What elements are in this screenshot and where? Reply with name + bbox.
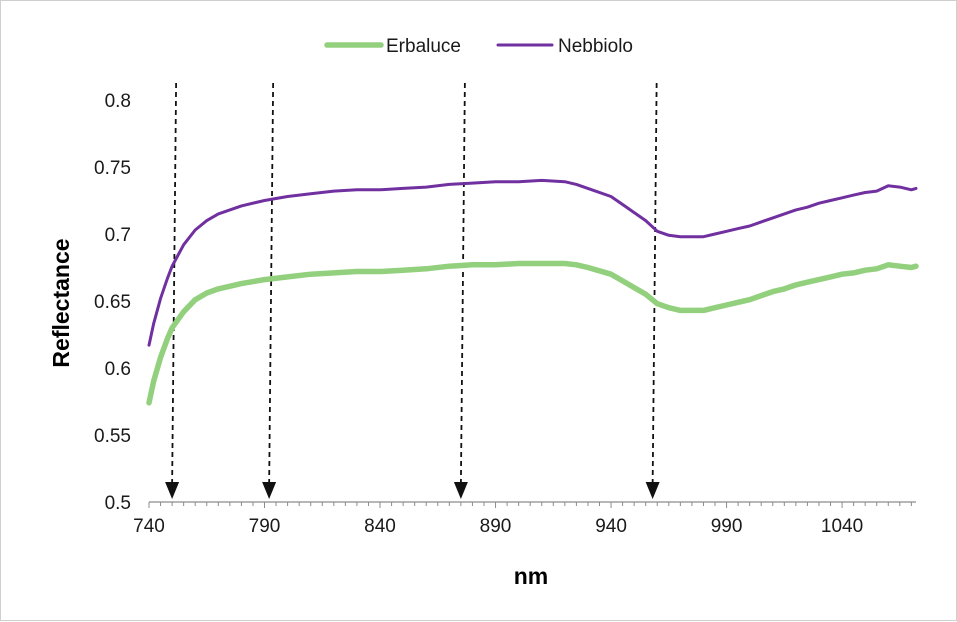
arrow-head: [645, 482, 660, 499]
legend-item-nebbiolo: Nebbiolo: [496, 36, 633, 57]
x-tick-label: 940: [595, 516, 627, 537]
x-tick-label: 890: [480, 516, 512, 537]
arrow-shaft: [459, 82, 466, 486]
y-tick-label: 0.5: [105, 493, 131, 514]
y-axis-tick-labels: 0.5 0.55 0.6 0.65 0.7 0.75 0.8: [94, 91, 131, 514]
annotation-arrow: [165, 82, 180, 499]
x-tick-label: 790: [249, 516, 281, 537]
legend: Erbaluce Nebbiolo: [324, 36, 633, 57]
series-line-nebbiolo: [147, 178, 918, 347]
annotation-arrows: [165, 82, 660, 499]
x-axis-tick-labels: 740 790 840 890 940 990 1040: [133, 516, 863, 537]
arrow-head: [262, 482, 277, 499]
arrow-head: [453, 482, 468, 499]
x-tick-label: 840: [364, 516, 396, 537]
annotation-arrow: [453, 82, 468, 499]
x-tick-label: 1040: [821, 516, 863, 537]
legend-label: Nebbiolo: [558, 36, 633, 57]
y-axis-title: Reflectance: [48, 238, 74, 367]
arrow-head: [165, 482, 180, 499]
series-line-erbaluce: [146, 260, 919, 406]
y-tick-label: 0.65: [94, 292, 131, 313]
y-tick-label: 0.6: [105, 359, 131, 380]
x-tick-label: 740: [133, 516, 165, 537]
annotation-arrow: [262, 82, 277, 499]
x-axis-title: nm: [514, 563, 549, 589]
arrow-shaft: [651, 82, 658, 486]
arrow-shaft: [268, 82, 275, 486]
x-tick-label: 990: [711, 516, 743, 537]
y-tick-label: 0.8: [105, 91, 131, 112]
legend-item-erbaluce: Erbaluce: [324, 36, 461, 57]
legend-label: Erbaluce: [386, 36, 461, 57]
y-tick-label: 0.55: [94, 426, 131, 447]
x-axis: [148, 501, 916, 508]
y-tick-label: 0.75: [94, 158, 131, 179]
series-lines: [146, 178, 919, 406]
y-tick-label: 0.7: [105, 225, 131, 246]
annotation-arrow: [645, 82, 660, 499]
arrow-shaft: [171, 82, 178, 486]
